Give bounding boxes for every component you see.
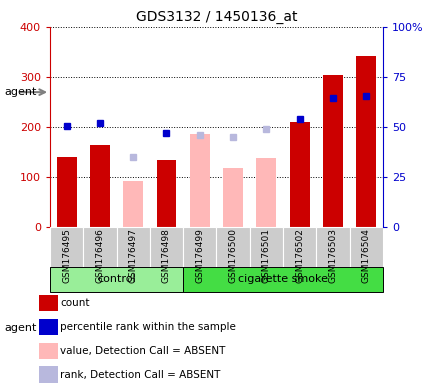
Text: count: count: [60, 298, 89, 308]
Text: control: control: [97, 275, 135, 285]
Bar: [355, 56, 375, 227]
Bar: [39, 295, 58, 311]
Bar: [39, 319, 58, 335]
Text: GSM176498: GSM176498: [161, 228, 171, 283]
Bar: [316, 227, 349, 267]
Bar: [183, 227, 216, 267]
Title: GDS3132 / 1450136_at: GDS3132 / 1450136_at: [135, 10, 296, 25]
Bar: [349, 227, 382, 267]
Text: GSM176497: GSM176497: [128, 228, 138, 283]
Bar: [149, 227, 183, 267]
Bar: [90, 145, 110, 227]
Bar: [123, 180, 143, 227]
Bar: [39, 343, 58, 359]
Text: GSM176501: GSM176501: [261, 228, 270, 283]
Bar: [223, 168, 243, 227]
Text: cigarette smoke: cigarette smoke: [237, 275, 327, 285]
Bar: [283, 227, 316, 267]
Text: GSM176496: GSM176496: [95, 228, 104, 283]
Bar: [50, 267, 183, 292]
Bar: [183, 267, 382, 292]
Bar: [249, 227, 283, 267]
Bar: [289, 122, 309, 227]
Bar: [50, 227, 83, 267]
Text: GSM176495: GSM176495: [62, 228, 71, 283]
Bar: [56, 157, 76, 227]
Text: GSM176504: GSM176504: [361, 228, 370, 283]
Text: agent: agent: [4, 87, 36, 97]
Text: percentile rank within the sample: percentile rank within the sample: [60, 322, 235, 332]
Bar: [116, 227, 149, 267]
Text: rank, Detection Call = ABSENT: rank, Detection Call = ABSENT: [60, 370, 220, 380]
Text: GSM176500: GSM176500: [228, 228, 237, 283]
Text: GSM176503: GSM176503: [328, 228, 337, 283]
Bar: [156, 160, 176, 227]
Bar: [83, 227, 116, 267]
Text: GSM176502: GSM176502: [294, 228, 303, 283]
Bar: [39, 366, 58, 383]
Text: value, Detection Call = ABSENT: value, Detection Call = ABSENT: [60, 346, 225, 356]
Bar: [322, 75, 342, 227]
Bar: [189, 134, 209, 227]
Bar: [216, 227, 249, 267]
Text: GSM176499: GSM176499: [195, 228, 204, 283]
Text: agent: agent: [4, 323, 36, 333]
Bar: [256, 158, 276, 227]
